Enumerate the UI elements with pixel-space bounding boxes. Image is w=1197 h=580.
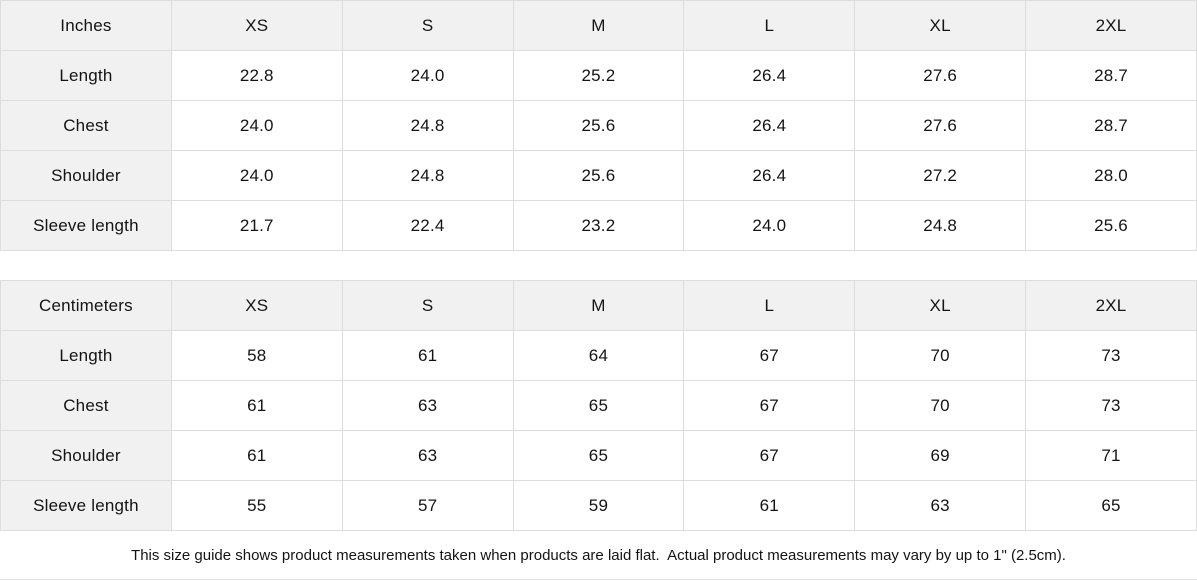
row-label-cell: Shoulder [0, 430, 172, 481]
measurement-cell: 25.6 [1025, 200, 1197, 251]
table-row: Shoulder 61 63 65 67 69 71 [0, 430, 1197, 481]
table-row: Length 58 61 64 67 70 73 [0, 330, 1197, 381]
measurement-cell: 24.8 [341, 150, 514, 201]
unit-header-cell: Centimeters [0, 280, 172, 331]
measurement-cell: 67 [683, 380, 856, 431]
measurement-cell: 63 [341, 430, 514, 481]
measurement-cell: 26.4 [683, 50, 856, 101]
measurement-cell: 65 [1025, 480, 1197, 531]
row-label-cell: Sleeve length [0, 200, 172, 251]
measurement-cell: 27.6 [854, 100, 1027, 151]
measurement-cell: 65 [512, 380, 685, 431]
measurement-cell: 70 [854, 380, 1027, 431]
size-column-header: S [341, 0, 514, 51]
measurement-cell: 67 [683, 430, 856, 481]
measurement-cell: 28.0 [1025, 150, 1197, 201]
measurement-cell: 61 [170, 430, 343, 481]
header-row: Inches XS S M L XL 2XL [0, 0, 1197, 51]
measurement-cell: 63 [341, 380, 514, 431]
row-label-cell: Length [0, 50, 172, 101]
size-guide-note: This size guide shows product measuremen… [0, 531, 1197, 580]
measurement-cell: 24.8 [341, 100, 514, 151]
measurement-cell: 22.4 [341, 200, 514, 251]
size-column-header: XL [854, 280, 1027, 331]
measurement-cell: 21.7 [170, 200, 343, 251]
size-column-header: XL [854, 0, 1027, 51]
measurement-cell: 27.2 [854, 150, 1027, 201]
size-column-header: M [512, 280, 685, 331]
measurement-cell: 27.6 [854, 50, 1027, 101]
measurement-cell: 64 [512, 330, 685, 381]
measurement-cell: 67 [683, 330, 856, 381]
measurement-cell: 24.8 [854, 200, 1027, 251]
measurement-cell: 25.6 [512, 150, 685, 201]
table-row: Sleeve length 55 57 59 61 63 65 [0, 480, 1197, 531]
table-row: Chest 61 63 65 67 70 73 [0, 380, 1197, 431]
measurement-cell: 24.0 [170, 100, 343, 151]
measurement-cell: 61 [170, 380, 343, 431]
size-column-header: XS [170, 0, 343, 51]
table-gap [0, 251, 1197, 280]
measurement-cell: 28.7 [1025, 100, 1197, 151]
measurement-cell: 25.2 [512, 50, 685, 101]
measurement-cell: 24.0 [683, 200, 856, 251]
measurement-cell: 23.2 [512, 200, 685, 251]
measurement-cell: 26.4 [683, 100, 856, 151]
measurement-cell: 73 [1025, 330, 1197, 381]
measurement-cell: 65 [512, 430, 685, 481]
measurement-cell: 57 [341, 480, 514, 531]
measurement-cell: 70 [854, 330, 1027, 381]
size-column-header: S [341, 280, 514, 331]
measurement-cell: 24.0 [341, 50, 514, 101]
row-label-cell: Length [0, 330, 172, 381]
measurement-cell: 28.7 [1025, 50, 1197, 101]
row-label-cell: Sleeve length [0, 480, 172, 531]
measurement-cell: 24.0 [170, 150, 343, 201]
size-column-header: M [512, 0, 685, 51]
size-column-header: XS [170, 280, 343, 331]
row-label-cell: Chest [0, 380, 172, 431]
measurement-cell: 63 [854, 480, 1027, 531]
measurement-cell: 69 [854, 430, 1027, 481]
measurement-cell: 61 [683, 480, 856, 531]
row-label-cell: Chest [0, 100, 172, 151]
measurement-cell: 58 [170, 330, 343, 381]
size-column-header: L [683, 280, 856, 331]
measurement-cell: 71 [1025, 430, 1197, 481]
size-column-header: 2XL [1025, 0, 1197, 51]
size-table-inches: Inches XS S M L XL 2XL Length 22.8 24.0 25.2 26.4 27… [0, 0, 1197, 251]
measurement-cell: 26.4 [683, 150, 856, 201]
measurement-cell: 61 [341, 330, 514, 381]
size-table-centimeters: Centimeters XS S M L XL 2XL Length 58 61 64 67 70 73 C… [0, 280, 1197, 531]
measurement-cell: 73 [1025, 380, 1197, 431]
table-row: Sleeve length 21.7 22.4 23.2 24.0 24.8 25.6 [0, 200, 1197, 251]
header-row: Centimeters XS S M L XL 2XL [0, 280, 1197, 331]
unit-header-cell: Inches [0, 0, 172, 51]
size-column-header: L [683, 0, 856, 51]
measurement-cell: 59 [512, 480, 685, 531]
table-row: Length 22.8 24.0 25.2 26.4 27.6 28.7 [0, 50, 1197, 101]
measurement-cell: 25.6 [512, 100, 685, 151]
table-row: Chest 24.0 24.8 25.6 26.4 27.6 28.7 [0, 100, 1197, 151]
measurement-cell: 55 [170, 480, 343, 531]
size-column-header: 2XL [1025, 280, 1197, 331]
measurement-cell: 22.8 [170, 50, 343, 101]
table-row: Shoulder 24.0 24.8 25.6 26.4 27.2 28.0 [0, 150, 1197, 201]
row-label-cell: Shoulder [0, 150, 172, 201]
